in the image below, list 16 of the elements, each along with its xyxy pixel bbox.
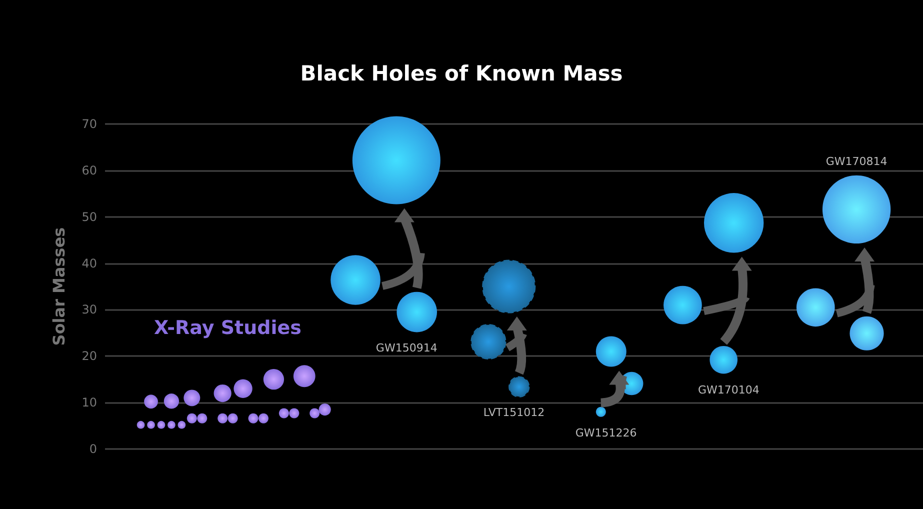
- y-tick-label: 70: [82, 117, 97, 131]
- y-tick-label: 60: [82, 163, 97, 178]
- series-label: X-Ray Studies: [154, 317, 302, 340]
- annotation: GW151226: [575, 426, 637, 440]
- annotation: GW170104: [698, 383, 760, 396]
- y-tick-label: 0: [89, 442, 97, 456]
- y-tick-label: 20: [82, 349, 97, 364]
- annotation: LVT151012: [483, 406, 545, 420]
- y-tick-label: 10: [82, 396, 97, 410]
- annotation: GW170814: [826, 154, 888, 168]
- annotation: GW150914: [376, 342, 438, 355]
- y-axis-title: Solar Masses: [50, 227, 68, 346]
- y-tick-label: 40: [82, 256, 97, 270]
- y-tick-label: 30: [82, 302, 97, 317]
- y-tick-label: 50: [82, 210, 97, 224]
- chart-title: Black Holes of Known Mass: [300, 62, 623, 86]
